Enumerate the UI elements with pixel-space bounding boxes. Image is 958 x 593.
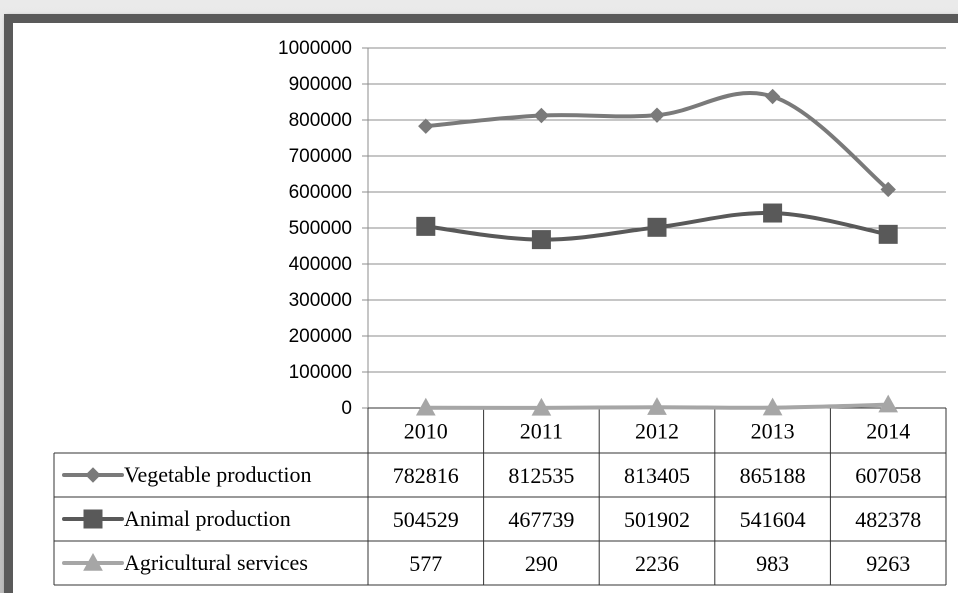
data-label: 482378 (855, 507, 921, 532)
data-label: 782816 (393, 463, 459, 488)
data-point (415, 397, 436, 416)
legend-label: Agricultural services (124, 550, 308, 575)
category-label: 2012 (635, 419, 679, 444)
y-tick-label: 1000000 (278, 38, 352, 59)
data-point (416, 216, 436, 236)
data-label: 541604 (740, 507, 806, 532)
category-label: 2011 (520, 419, 563, 444)
category-label: 2013 (751, 419, 795, 444)
data-label: 290 (525, 551, 558, 576)
y-tick-label: 500000 (289, 218, 352, 239)
y-tick-label: 400000 (289, 254, 352, 275)
category-label: 2010 (404, 419, 448, 444)
series-line-vegetable-production (423, 91, 891, 192)
data-label: 9263 (866, 551, 910, 576)
data-label: 983 (756, 551, 789, 576)
y-tick-label: 200000 (289, 326, 352, 347)
y-tick-label: 0 (341, 398, 352, 419)
y-tick-label: 800000 (289, 110, 352, 131)
data-point (878, 224, 898, 244)
data-point (763, 203, 783, 223)
data-label: 504529 (393, 507, 459, 532)
legend-key-marker (83, 509, 103, 529)
legend-key-marker (83, 552, 103, 571)
data-label: 865188 (740, 463, 806, 488)
y-tick-label: 100000 (289, 362, 352, 383)
data-label: 607058 (855, 463, 921, 488)
data-point (878, 394, 899, 413)
legend-label: Animal production (124, 506, 291, 531)
y-tick-label: 900000 (289, 74, 352, 95)
data-point (764, 88, 781, 105)
data-label: 577 (409, 551, 442, 576)
data-point (531, 230, 551, 250)
data-point (880, 181, 896, 198)
data-label: 467739 (508, 507, 574, 532)
data-point (762, 397, 783, 416)
data-point (531, 397, 552, 416)
data-point (647, 397, 667, 415)
data-point (418, 118, 434, 134)
y-tick-label: 600000 (289, 182, 352, 203)
y-tick-label: 700000 (289, 146, 352, 167)
data-label: 812535 (508, 463, 574, 488)
data-point (533, 107, 550, 124)
y-tick-label: 300000 (289, 290, 352, 311)
data-point (649, 107, 665, 123)
data-label: 501902 (624, 507, 690, 532)
legend-label: Vegetable production (124, 462, 312, 487)
category-label: 2014 (866, 419, 910, 444)
data-point (647, 217, 667, 237)
legend-key-marker (85, 467, 101, 483)
data-label: 813405 (624, 463, 690, 488)
data-label: 2236 (635, 551, 679, 576)
